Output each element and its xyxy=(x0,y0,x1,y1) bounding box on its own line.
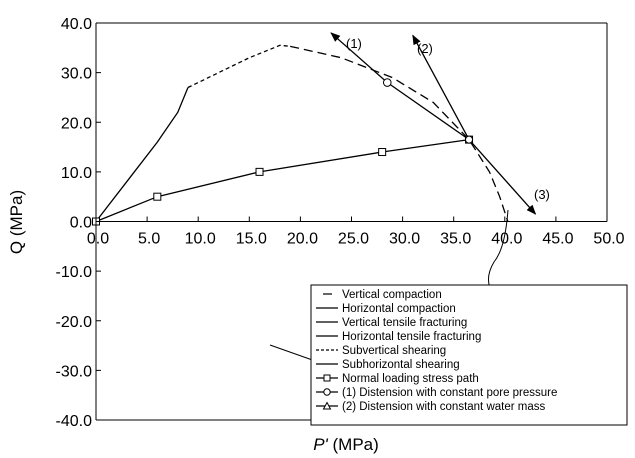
legend-label: Normal loading stress path xyxy=(342,373,479,385)
x-tick-label: 40.0 xyxy=(491,231,522,248)
series-2-line xyxy=(290,45,509,222)
x-tick-label: 35.0 xyxy=(440,231,471,248)
legend-leader-line xyxy=(269,344,319,363)
legend-label: Vertical compaction xyxy=(342,289,442,301)
x-tick-label: 45.0 xyxy=(542,231,573,248)
y-tick-label: -40.0 xyxy=(56,413,93,430)
legend-label: Subvertical shearing xyxy=(342,345,446,357)
x-tick-label: 50.0 xyxy=(593,231,624,248)
x-tick-label: 20.0 xyxy=(287,231,318,248)
series-3-line xyxy=(95,138,470,223)
legend-label: Subhorizontal shearing xyxy=(342,359,460,371)
legend-label: (2) Distension with constant water mass xyxy=(342,401,545,413)
series-1-line xyxy=(187,44,291,89)
legend: Vertical compaction Horizontal compaction… xyxy=(310,284,628,426)
x-tick-labels: 0.0 5.0 10.0 15.0 20.0 25.0 30.0 35.0 40.0 45.0 50… xyxy=(87,216,625,248)
legend-circle-marker xyxy=(323,388,331,396)
x-tick-label: 25.0 xyxy=(338,231,369,248)
y-tick-label: -20.0 xyxy=(56,314,93,331)
y-tick-labels: 40.0 30.0 20.0 10.0 0.0 -10.0 -20.0 -30.0 -40.0 xyxy=(56,16,101,430)
y-tick-label: 20.0 xyxy=(61,115,92,132)
y-tick-label: -10.0 xyxy=(56,264,93,281)
legend-leader-curve xyxy=(487,209,509,289)
x-tick-label: 10.0 xyxy=(185,231,216,248)
legend-item: Subvertical shearing xyxy=(316,345,446,357)
legend-box xyxy=(310,284,628,426)
square-point xyxy=(153,192,162,201)
y-axis-label: Q (MPa) xyxy=(7,190,26,254)
legend-item: Vertical compaction xyxy=(323,289,442,301)
junction-point xyxy=(465,135,474,144)
annotation-3: (3) xyxy=(534,187,550,202)
legend-item: Vertical tensile fracturing xyxy=(316,317,467,329)
series-layer xyxy=(95,32,537,223)
y-tick-label: 0.0 xyxy=(70,215,92,232)
x-tick-label: 0.0 xyxy=(87,231,109,248)
annotation-2: (2) xyxy=(417,41,433,56)
legend-label: (1) Distension with constant pore pressu… xyxy=(342,387,557,399)
x-tick-label: 5.0 xyxy=(138,231,160,248)
legend-item: Horizontal compaction xyxy=(316,303,456,315)
circle-point xyxy=(382,78,392,87)
y-tick-label: 30.0 xyxy=(61,66,92,83)
y-tick-label: -30.0 xyxy=(56,363,93,380)
legend-item: Subhorizontal shearing xyxy=(316,359,460,371)
legend-item: Horizontal tensile fracturing xyxy=(316,331,481,343)
y-tick-label: 40.0 xyxy=(61,16,92,33)
series-6-line xyxy=(468,139,537,215)
legend-square-marker xyxy=(323,374,331,382)
annotation-1: (1) xyxy=(346,36,362,51)
square-point xyxy=(378,148,387,157)
legend-item: Normal loading stress path xyxy=(316,373,479,385)
legend-item: (1) Distension with constant pore pressu… xyxy=(316,387,557,399)
square-point xyxy=(255,167,264,176)
x-axis-label-symbol: P' xyxy=(313,435,328,454)
x-axis-label: P' (MPa) xyxy=(313,435,379,454)
y-tick-label: 10.0 xyxy=(61,165,92,182)
legend-label: Horizontal tensile fracturing xyxy=(342,331,481,343)
legend-item: (2) Distension with constant water mass xyxy=(316,401,545,413)
legend-label: Horizontal compaction xyxy=(342,303,456,315)
x-axis-label-unit: (MPa) xyxy=(328,435,379,454)
legend-triangle-marker xyxy=(322,401,332,410)
series-5-line xyxy=(412,34,470,140)
legend-label: Vertical tensile fracturing xyxy=(342,317,467,329)
x-tick-label: 30.0 xyxy=(389,231,420,248)
annotation-layer: (1) (2) (3) xyxy=(346,36,550,202)
x-tick-label: 15.0 xyxy=(236,231,267,248)
series-0-line xyxy=(95,87,189,222)
